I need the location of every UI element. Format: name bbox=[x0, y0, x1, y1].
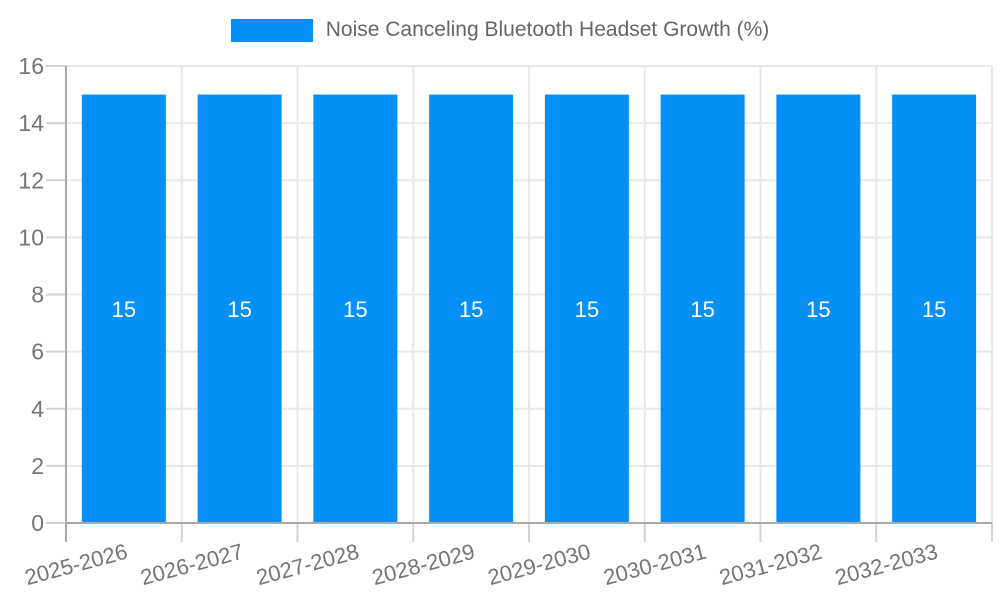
legend-item[interactable]: Noise Canceling Bluetooth Headset Growth… bbox=[230, 18, 770, 42]
y-tick-label: 16 bbox=[18, 53, 44, 79]
y-tick-label: 6 bbox=[31, 339, 44, 365]
bar[interactable] bbox=[197, 94, 282, 523]
x-tick-label: 2025-2026 bbox=[22, 539, 130, 590]
legend-series-label: Noise Canceling Bluetooth Headset Growth… bbox=[325, 18, 770, 41]
bar-value-label: 15 bbox=[112, 297, 136, 322]
bar-value-label: 15 bbox=[806, 297, 830, 322]
bar[interactable] bbox=[81, 94, 166, 523]
y-tick-label: 4 bbox=[31, 396, 44, 422]
y-tick-label: 8 bbox=[31, 282, 44, 308]
chart-legend: Noise Canceling Bluetooth Headset Growth… bbox=[0, 18, 1000, 42]
y-tick-label: 10 bbox=[18, 224, 44, 250]
bar-value-label: 15 bbox=[575, 297, 599, 322]
x-tick-label: 2027-2028 bbox=[254, 539, 362, 590]
bar[interactable] bbox=[429, 94, 514, 523]
bar-value-label: 15 bbox=[922, 297, 946, 322]
bar[interactable] bbox=[776, 94, 861, 523]
bar[interactable] bbox=[892, 94, 977, 523]
x-tick-label: 2029-2030 bbox=[485, 539, 593, 590]
bar-value-label: 15 bbox=[227, 297, 251, 322]
legend-color-swatch bbox=[230, 18, 313, 42]
x-tick-label: 2028-2029 bbox=[369, 539, 477, 590]
y-tick-label: 14 bbox=[18, 110, 44, 136]
bar-value-label: 15 bbox=[343, 297, 367, 322]
y-tick-label: 2 bbox=[31, 453, 44, 479]
bar[interactable] bbox=[544, 94, 629, 523]
bar-value-label: 15 bbox=[459, 297, 483, 322]
x-tick-label: 2026-2027 bbox=[138, 539, 246, 590]
x-tick-label: 2032-2033 bbox=[832, 539, 940, 590]
x-tick-label: 2031-2032 bbox=[717, 539, 825, 590]
x-tick-label: 2030-2031 bbox=[601, 539, 709, 590]
bar[interactable] bbox=[660, 94, 745, 523]
y-tick-label: 0 bbox=[31, 510, 44, 536]
bar[interactable] bbox=[313, 94, 398, 523]
bar-value-label: 15 bbox=[690, 297, 714, 322]
y-tick-label: 12 bbox=[18, 167, 44, 193]
